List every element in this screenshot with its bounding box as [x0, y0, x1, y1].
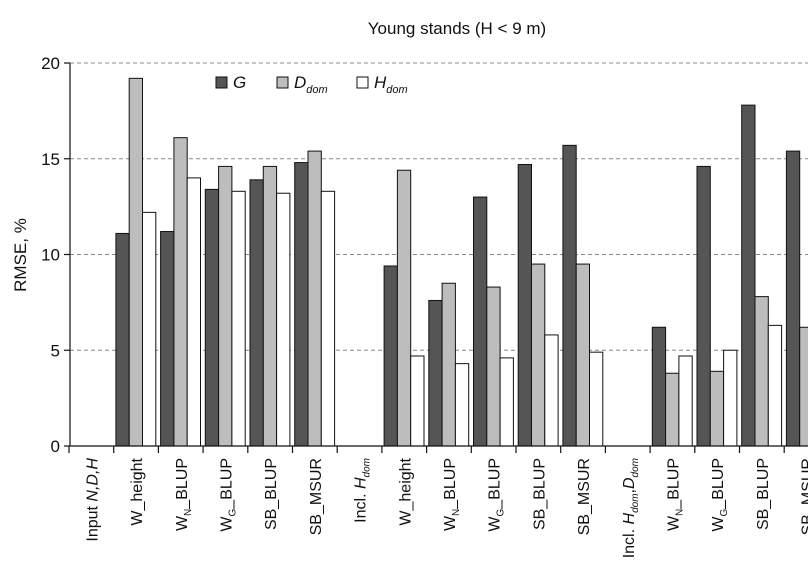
bar-ddom-10: [531, 263, 546, 447]
bar-hdom-8: [454, 363, 470, 447]
bar-ddom-15: [754, 296, 769, 447]
x-tick-label: WN_BLUP: [442, 458, 462, 531]
x-tick-label: SB_MSUR: [800, 458, 808, 535]
x-tick-label: SB_MSUR: [308, 458, 325, 535]
legend-label: Hdom: [374, 73, 408, 96]
legend: G Ddom Hdom: [215, 73, 408, 96]
bar-ddom-2: [173, 137, 188, 447]
bar-ddom-11: [575, 263, 591, 447]
x-tick-label: Incl. Hdom: [353, 458, 373, 523]
x-tick-label: SB_MSUR: [576, 458, 593, 535]
x-tick-label: Input N,D,H: [84, 458, 101, 542]
bar-g-11: [562, 144, 577, 447]
bar-g-14: [696, 165, 711, 447]
legend-swatch: [276, 76, 289, 89]
bar-g-2: [160, 231, 175, 447]
bar-hdom-7: [410, 355, 425, 447]
x-tick-label: WN_BLUP: [174, 458, 194, 531]
bar-g-7: [383, 265, 398, 447]
bar-hdom-11: [589, 351, 604, 447]
bar-g-1: [115, 232, 130, 447]
bar-hdom-10: [544, 334, 559, 447]
bar-ddom-1: [128, 77, 143, 447]
bar-hdom-1: [142, 211, 157, 447]
bar-hdom-15: [767, 324, 783, 447]
bar-ddom-5: [307, 150, 322, 447]
bar-ddom-9: [486, 286, 501, 447]
bar-hdom-3: [231, 190, 246, 447]
bar-hdom-2: [186, 177, 201, 447]
bar-g-9: [473, 196, 488, 447]
x-tick-label: WG_BLUP: [218, 458, 238, 532]
y-tick-label: 5: [51, 341, 60, 360]
bar-hdom-5: [320, 190, 336, 447]
y-tick-label: 20: [41, 54, 60, 73]
bar-g-10: [517, 163, 533, 447]
bar-g-15: [741, 104, 756, 447]
bar-hdom-13: [678, 355, 693, 447]
bar-ddom-8: [441, 282, 456, 447]
bar-ddom-14: [709, 370, 725, 447]
axes: [64, 62, 808, 453]
bar-g-13: [651, 326, 667, 447]
bar-g-8: [428, 299, 443, 447]
x-tick-label: WG_BLUP: [487, 458, 507, 532]
bar-hdom-4: [276, 192, 291, 447]
legend-label: Ddom: [294, 73, 328, 96]
x-tick-label: SB_BLUP: [263, 458, 280, 530]
y-tick-label: 10: [41, 246, 60, 265]
bar-ddom-3: [218, 165, 233, 447]
x-tick-label: W_height: [129, 457, 146, 525]
x-tick-label: SB_BLUP: [531, 458, 548, 530]
y-tick-labels: 0 5 10 15 20: [41, 54, 60, 456]
x-tick-label: WG_BLUP: [710, 458, 730, 532]
legend-swatch: [356, 76, 369, 89]
y-tick-label: 0: [51, 437, 60, 456]
bar-g-5: [294, 162, 309, 447]
x-tick-label: W_height: [397, 457, 414, 525]
bar-ddom-13: [665, 372, 680, 447]
legend-swatch: [215, 76, 228, 89]
legend-label: G: [233, 73, 246, 92]
bar-g-16: [785, 150, 801, 447]
x-tick-label: Incl. Hdom,Ddom: [621, 458, 641, 558]
x-tick-label: SB_BLUP: [755, 458, 772, 530]
x-tick-label: WN_BLUP: [665, 458, 685, 531]
bar-ddom-7: [396, 169, 412, 447]
bar-g-3: [204, 188, 220, 447]
y-tick-label: 15: [41, 150, 60, 169]
bar-hdom-9: [499, 357, 514, 447]
bar-ddom-4: [262, 165, 278, 447]
bar-ddom-16: [799, 326, 808, 447]
bar-g-4: [249, 179, 264, 447]
bars: [115, 77, 808, 447]
x-tick-labels: Input N,D,H W_height WN_BLUP WG_BLUP SB_BLUP…: [84, 457, 808, 558]
bar-hdom-14: [723, 349, 738, 447]
y-axis-label: RMSE, %: [11, 218, 30, 292]
chart-title: Young stands (H < 9 m): [368, 19, 546, 38]
